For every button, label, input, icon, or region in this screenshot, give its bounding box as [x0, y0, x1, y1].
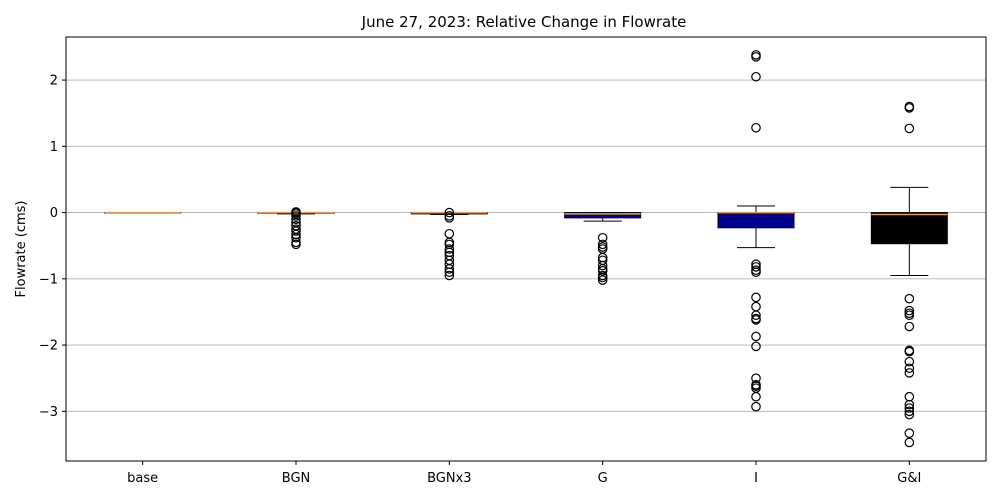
outlier-point	[444, 264, 455, 274]
outlier-point	[904, 428, 915, 438]
outlier-point	[751, 71, 761, 82]
outlier-point	[904, 368, 915, 378]
box-base	[104, 211, 182, 214]
y-tick-label: 1	[50, 140, 58, 155]
outlier-point	[904, 391, 915, 402]
outlier-point	[904, 123, 915, 134]
outlier-point	[751, 401, 761, 412]
outlier-point	[291, 211, 301, 221]
outlier-point	[904, 356, 915, 367]
outlier-point	[904, 406, 915, 417]
y-tick-label: −3	[39, 405, 58, 420]
outlier-point	[904, 305, 915, 316]
x-tick-label: G&I	[897, 471, 921, 486]
outlier-point	[904, 346, 915, 357]
outlier-point	[904, 399, 915, 410]
outlier-point	[291, 226, 301, 236]
x-axis-ticks: base BGN BGNx3 G I G&I	[127, 461, 921, 486]
outlier-point	[904, 103, 915, 113]
box-g	[564, 212, 642, 285]
box-i	[717, 50, 795, 412]
outlier-point	[751, 331, 761, 342]
y-axis-ticks: 2 1 0 −1 −2 −3	[39, 74, 66, 420]
outlier-point	[904, 321, 915, 332]
outlier-point	[444, 244, 455, 254]
box-series	[104, 50, 948, 448]
x-tick-label: BGN	[282, 471, 311, 486]
outlier-point	[444, 213, 455, 223]
plot-area-frame	[65, 36, 987, 462]
outlier-point	[291, 232, 301, 243]
x-tick-label: G	[598, 471, 608, 486]
outlier-point	[751, 301, 761, 312]
outlier-point	[444, 267, 455, 277]
x-tick-label: I	[754, 471, 758, 486]
y-tick-label: 2	[50, 74, 58, 89]
outlier-point	[597, 239, 608, 250]
outlier-point	[597, 266, 608, 276]
outlier-point	[904, 310, 915, 321]
y-tick-label: −1	[39, 272, 58, 287]
outlier-point	[751, 50, 761, 60]
outlier-point	[751, 341, 761, 352]
outlier-point	[597, 272, 608, 283]
outlier-point	[904, 409, 915, 420]
outlier-point	[904, 437, 915, 448]
outlier-point	[751, 315, 761, 325]
outlier-point	[751, 52, 761, 62]
iqr-box	[717, 212, 795, 229]
chart-title: June 27, 2023: Relative Change in Flowra…	[361, 13, 687, 31]
outlier-point	[597, 260, 608, 271]
y-tick-label: 0	[50, 206, 58, 221]
x-tick-label: base	[127, 471, 158, 486]
outlier-point	[444, 207, 455, 218]
iqr-box	[870, 212, 948, 245]
y-axis-label: Flowrate (cms)	[14, 201, 29, 298]
outlier-point	[291, 214, 301, 224]
outlier-point	[904, 403, 915, 413]
outlier-point	[751, 391, 761, 402]
grid-lines	[66, 79, 986, 412]
outlier-point	[751, 262, 761, 272]
x-tick-label: BGNx3	[427, 471, 471, 486]
outlier-point	[904, 293, 915, 304]
outlier-point	[444, 228, 455, 239]
outlier-point	[751, 122, 761, 133]
outlier-point	[597, 275, 608, 285]
box-g-i	[870, 101, 948, 448]
box-bgnx3	[410, 207, 488, 281]
outlier-point	[751, 310, 761, 321]
iqr-box	[564, 212, 642, 219]
outlier-point	[904, 363, 915, 374]
outlier-point	[751, 267, 761, 277]
y-tick-label: −2	[39, 339, 58, 354]
outlier-point	[597, 232, 608, 243]
outlier-point	[291, 239, 301, 250]
outlier-point	[444, 270, 455, 281]
box-bgn	[257, 207, 335, 250]
outlier-point	[751, 292, 761, 303]
